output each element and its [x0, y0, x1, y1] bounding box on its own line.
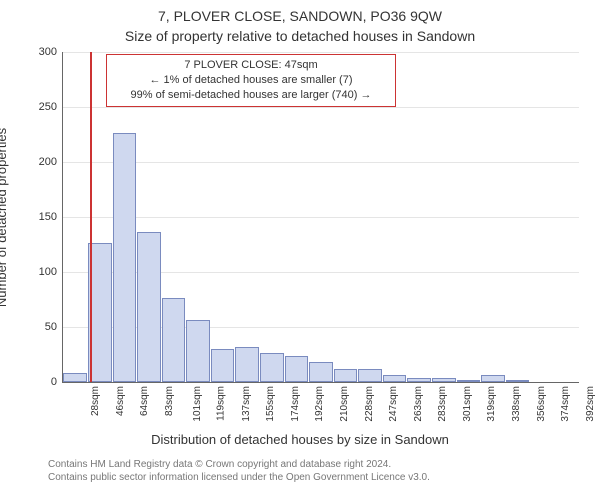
property-marker-line: [90, 52, 92, 382]
histogram-bar: [432, 378, 456, 382]
xtick-label: 301sqm: [462, 386, 473, 422]
histogram-bar: [358, 369, 382, 382]
attribution-line1: Contains HM Land Registry data © Crown c…: [48, 458, 430, 471]
xtick-label: 83sqm: [164, 386, 175, 416]
histogram-bar: [235, 347, 259, 382]
ytick-label: 50: [45, 321, 57, 333]
xtick-label: 46sqm: [115, 386, 126, 416]
ytick-label: 150: [39, 211, 57, 223]
xtick-label: 319sqm: [486, 386, 497, 422]
xtick-label: 392sqm: [584, 386, 595, 422]
gridline: [63, 217, 579, 218]
ytick-label: 100: [39, 266, 57, 278]
histogram-bar: [481, 375, 505, 382]
histogram-bar: [457, 380, 481, 382]
histogram-bar: [113, 133, 137, 382]
histogram-bar: [260, 353, 284, 382]
ytick-label: 250: [39, 101, 57, 113]
ytick-label: 300: [39, 46, 57, 58]
attribution-line2: Contains public sector information licen…: [48, 471, 430, 484]
histogram-bar: [211, 349, 235, 382]
xtick-label: 338sqm: [511, 386, 522, 422]
x-axis-label: Distribution of detached houses by size …: [0, 432, 600, 447]
chart-title-subtitle: Size of property relative to detached ho…: [0, 28, 600, 44]
gridline: [63, 162, 579, 163]
histogram-bar: [285, 356, 309, 382]
xtick-label: 28sqm: [90, 386, 101, 416]
xtick-label: 101sqm: [191, 386, 202, 422]
xtick-label: 374sqm: [560, 386, 571, 422]
xtick-label: 356sqm: [535, 386, 546, 422]
histogram-bar: [309, 362, 333, 382]
histogram-bar: [383, 375, 407, 382]
histogram-bar: [137, 232, 161, 382]
histogram-bar: [186, 320, 210, 382]
histogram-bar: [407, 378, 431, 382]
xtick-label: 64sqm: [139, 386, 150, 416]
xtick-label: 137sqm: [240, 386, 251, 422]
ytick-label: 0: [51, 376, 57, 388]
gridline: [63, 107, 579, 108]
chart-title-address: 7, PLOVER CLOSE, SANDOWN, PO36 9QW: [0, 8, 600, 24]
gridline: [63, 52, 579, 53]
xtick-label: 174sqm: [290, 386, 301, 422]
xtick-label: 155sqm: [265, 386, 276, 422]
xtick-label: 192sqm: [314, 386, 325, 422]
y-axis-label: Number of detached properties: [0, 128, 9, 307]
annotation-line3: 99% of semi-detached houses are larger (…: [113, 88, 389, 103]
xtick-label: 247sqm: [388, 386, 399, 422]
xtick-label: 263sqm: [412, 386, 423, 422]
xtick-label: 210sqm: [339, 386, 350, 422]
annotation-box: 7 PLOVER CLOSE: 47sqm ← 1% of detached h…: [106, 54, 396, 107]
xtick-label: 119sqm: [216, 386, 227, 421]
xtick-label: 228sqm: [363, 386, 374, 422]
ytick-label: 200: [39, 156, 57, 168]
histogram-bar: [506, 380, 530, 382]
annotation-line1: 7 PLOVER CLOSE: 47sqm: [113, 58, 389, 73]
annotation-line2: ← 1% of detached houses are smaller (7): [113, 73, 389, 88]
histogram-bar: [63, 373, 87, 382]
xtick-label: 283sqm: [437, 386, 448, 422]
histogram-bar: [88, 243, 112, 382]
histogram-bar: [334, 369, 358, 382]
histogram-bar: [162, 298, 186, 382]
attribution-text: Contains HM Land Registry data © Crown c…: [48, 458, 430, 484]
